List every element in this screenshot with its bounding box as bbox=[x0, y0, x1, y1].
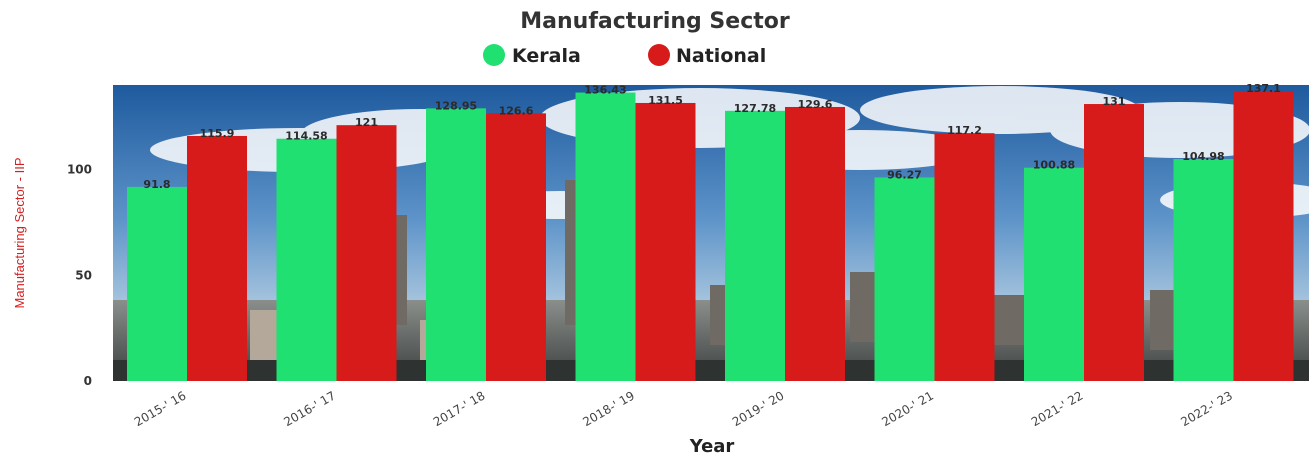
data-label-national-6: 131 bbox=[1103, 95, 1126, 108]
data-label-kerala-2: 128.95 bbox=[435, 99, 477, 112]
bar-kerala-2[interactable] bbox=[426, 108, 486, 381]
data-label-national-0: 115.9 bbox=[200, 127, 235, 140]
y-axis-ticks: 0 50 100 bbox=[67, 163, 92, 388]
bar-kerala-7[interactable] bbox=[1173, 159, 1234, 381]
bar-national-4[interactable] bbox=[785, 106, 845, 381]
x-tick-label: 2017-' 18 bbox=[431, 388, 488, 429]
data-labels-group: 91.8 115.9 114.58 121 128.95 126.6 136.43 131.5… bbox=[143, 82, 1280, 191]
bars-group bbox=[127, 91, 1294, 382]
x-tick-label: 2020-' 21 bbox=[879, 388, 936, 429]
data-label-national-3: 131.5 bbox=[648, 94, 683, 107]
bar-kerala-3[interactable] bbox=[575, 92, 636, 381]
legend-label-national: National bbox=[676, 45, 766, 67]
bar-kerala-4[interactable] bbox=[725, 110, 785, 381]
data-label-kerala-3: 136.43 bbox=[584, 84, 626, 97]
y-tick-label: 100 bbox=[67, 163, 92, 177]
data-label-national-1: 121 bbox=[355, 116, 378, 129]
x-axis-title: Year bbox=[689, 436, 735, 457]
x-tick-label: 2021-' 22 bbox=[1029, 388, 1086, 429]
data-label-kerala-7: 104.98 bbox=[1182, 150, 1224, 163]
data-label-national-2: 126.6 bbox=[499, 104, 534, 117]
bar-kerala-5[interactable] bbox=[874, 177, 935, 381]
bar-national-3[interactable] bbox=[635, 102, 696, 381]
data-label-kerala-5: 96.27 bbox=[887, 168, 922, 181]
x-tick-label: 2015-' 16 bbox=[132, 388, 189, 429]
bar-national-2[interactable] bbox=[486, 113, 546, 382]
bar-national-7[interactable] bbox=[1233, 91, 1294, 381]
bar-kerala-1[interactable] bbox=[276, 138, 337, 381]
x-tick-label: 2019-' 20 bbox=[730, 388, 787, 429]
y-tick-label: 0 bbox=[84, 374, 92, 388]
legend-label-kerala: Kerala bbox=[512, 45, 581, 67]
legend-swatch-national bbox=[648, 44, 670, 66]
bar-kerala-6[interactable] bbox=[1024, 167, 1084, 381]
bar-national-0[interactable] bbox=[187, 135, 247, 381]
bar-kerala-0[interactable] bbox=[127, 186, 187, 381]
data-label-kerala-1: 114.58 bbox=[285, 130, 327, 143]
legend: Kerala National bbox=[483, 44, 766, 67]
x-axis-ticks: 2015-' 16 2016-' 17 2017-' 18 2018-' 19 2019… bbox=[132, 388, 1235, 429]
bar-national-1[interactable] bbox=[336, 125, 397, 382]
data-label-kerala-0: 91.8 bbox=[143, 178, 170, 191]
bar-national-6[interactable] bbox=[1084, 104, 1144, 382]
x-tick-label: 2018-' 19 bbox=[580, 388, 637, 429]
x-tick-label: 2016-' 17 bbox=[281, 388, 338, 429]
chart-title: Manufacturing Sector bbox=[520, 9, 790, 34]
x-tick-label: 2022-' 23 bbox=[1178, 388, 1235, 429]
y-tick-label: 50 bbox=[75, 268, 92, 282]
y-axis-title: Manufacturing Sector - IIP bbox=[12, 157, 27, 308]
data-label-kerala-6: 100.88 bbox=[1033, 159, 1075, 172]
data-label-national-7: 137.1 bbox=[1246, 82, 1281, 95]
bar-national-5[interactable] bbox=[934, 133, 995, 381]
data-label-national-5: 117.2 bbox=[947, 124, 982, 137]
data-label-national-4: 129.6 bbox=[798, 98, 833, 111]
legend-swatch-kerala bbox=[483, 44, 505, 66]
data-label-kerala-4: 127.78 bbox=[734, 102, 776, 115]
